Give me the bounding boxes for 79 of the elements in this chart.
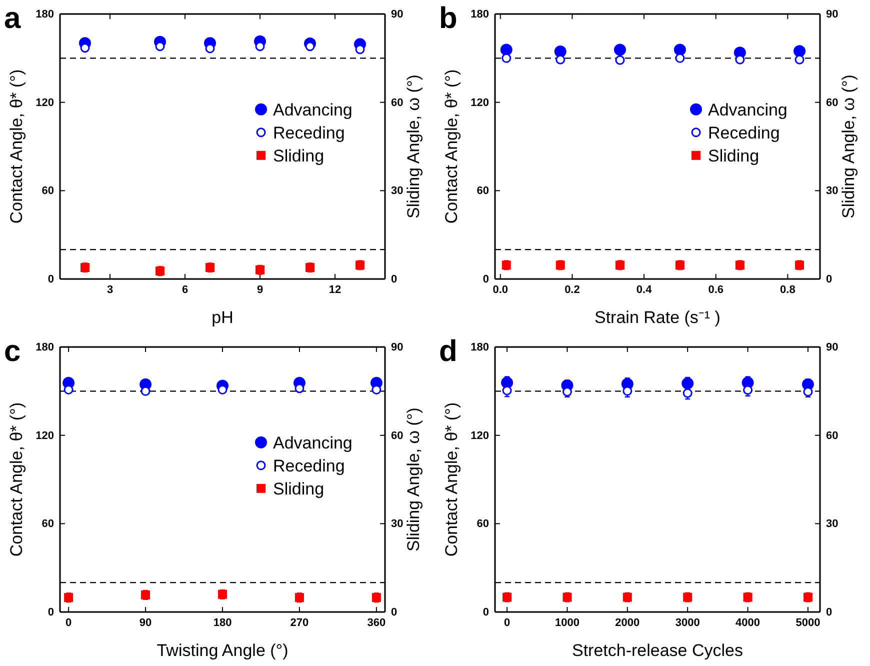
y-tick-label: 60 <box>42 518 54 530</box>
y2-tick-label: 60 <box>391 430 404 442</box>
chart-title: c <box>4 335 21 368</box>
y-tick-label: 60 <box>476 185 489 198</box>
y-tick-label: 0 <box>482 274 489 286</box>
x-tick-label: 0.2 <box>564 284 580 296</box>
y2-tick-label: 90 <box>826 8 838 21</box>
y2-tick-label: 30 <box>391 518 404 530</box>
x-axis-title: Twisting Angle (°) <box>156 641 288 660</box>
y-tick-label: 0 <box>48 606 54 619</box>
point <box>682 377 694 390</box>
chart-title: b <box>439 2 458 35</box>
chart-title: d <box>439 335 458 368</box>
legend-label: Sliding <box>273 479 324 498</box>
y-tick-label: 0 <box>482 606 489 619</box>
y-tick-label: 180 <box>36 342 54 354</box>
y-tick-label: 120 <box>470 430 489 442</box>
legend-label: Advancing <box>273 100 352 120</box>
x-tick-label: 9 <box>256 284 264 296</box>
x-tick-label: 6 <box>182 284 188 296</box>
y-axis-title: Contact Angle, θ* (°) <box>7 402 26 557</box>
chart-title: a <box>4 2 21 35</box>
x-tick-label: 1000 <box>554 616 580 629</box>
x-tick-label: 3000 <box>675 616 700 629</box>
legend-label: Advancing <box>273 433 352 452</box>
y-tick-label: 60 <box>42 185 54 198</box>
y2-tick-label: 0 <box>826 274 832 286</box>
y2-tick-label: 90 <box>391 342 404 354</box>
legend-label: Sliding <box>273 146 324 166</box>
x-tick-label: 4000 <box>736 616 760 629</box>
x-tick-label: 0.0 <box>492 284 508 296</box>
x-tick-label: 270 <box>290 616 309 629</box>
x-tick-label: 0 <box>65 616 72 629</box>
y2-tick-label: 30 <box>826 518 838 530</box>
y-tick-label: 120 <box>470 96 489 109</box>
legend-label: Receding <box>273 456 345 476</box>
y2-tick-label: 90 <box>391 8 404 21</box>
y-tick-label: 120 <box>36 430 54 442</box>
y2-tick-label: 0 <box>391 606 398 619</box>
x-tick-label: 0.8 <box>780 284 796 296</box>
y2-tick-label: 90 <box>826 342 838 354</box>
y-axis-title: Contact Angle, θ* (°) <box>442 69 461 224</box>
x-axis-title: Stretch-release Cycles <box>572 641 744 660</box>
x-tick-label: 0.6 <box>708 284 724 296</box>
legend-label: Sliding <box>708 146 760 166</box>
y-tick-label: 180 <box>470 342 489 354</box>
y-tick-label: 180 <box>470 8 489 21</box>
y-axis-title: Contact Angle, θ* (°) <box>442 402 461 557</box>
y2-tick-label: 30 <box>391 185 404 198</box>
legend-label: Receding <box>273 123 345 142</box>
y2-axis-title: Sliding Angle, ω (°) <box>839 74 858 218</box>
y-tick-label: 180 <box>36 8 54 21</box>
x-tick-label: 360 <box>367 616 386 629</box>
x-tick-label: 12 <box>328 284 342 296</box>
y-axis-title: Contact Angle, θ* (°) <box>7 69 26 224</box>
y2-tick-label: 0 <box>391 274 398 286</box>
legend-label: Advancing <box>708 100 788 120</box>
x-axis-title: pH <box>212 308 234 327</box>
y2-axis-title: Sliding Angle, ω (°) <box>404 408 423 552</box>
point <box>294 384 304 394</box>
legend-label: Receding <box>708 123 780 142</box>
y2-tick-label: 60 <box>826 430 838 442</box>
y-tick-label: 120 <box>36 96 54 109</box>
point <box>140 386 150 396</box>
y2-tick-label: 0 <box>826 606 832 619</box>
x-tick-label: 180 <box>213 616 232 629</box>
x-tick-label: 0.4 <box>636 284 653 296</box>
x-axis-title: Strain Rate (s⁻¹ ) <box>594 308 720 327</box>
x-tick-label: 90 <box>139 616 152 629</box>
y2-axis-title: Sliding Angle, ω (°) <box>404 74 423 218</box>
y-tick-label: 60 <box>476 518 489 530</box>
y2-tick-label: 60 <box>826 96 838 109</box>
y-tick-label: 0 <box>48 274 54 286</box>
x-tick-label: 5000 <box>796 616 820 629</box>
x-tick-label: 0 <box>504 616 510 629</box>
y2-tick-label: 60 <box>391 96 404 109</box>
x-tick-label: 2000 <box>615 616 640 629</box>
x-tick-label: 3 <box>106 284 114 296</box>
y2-tick-label: 30 <box>826 185 838 198</box>
